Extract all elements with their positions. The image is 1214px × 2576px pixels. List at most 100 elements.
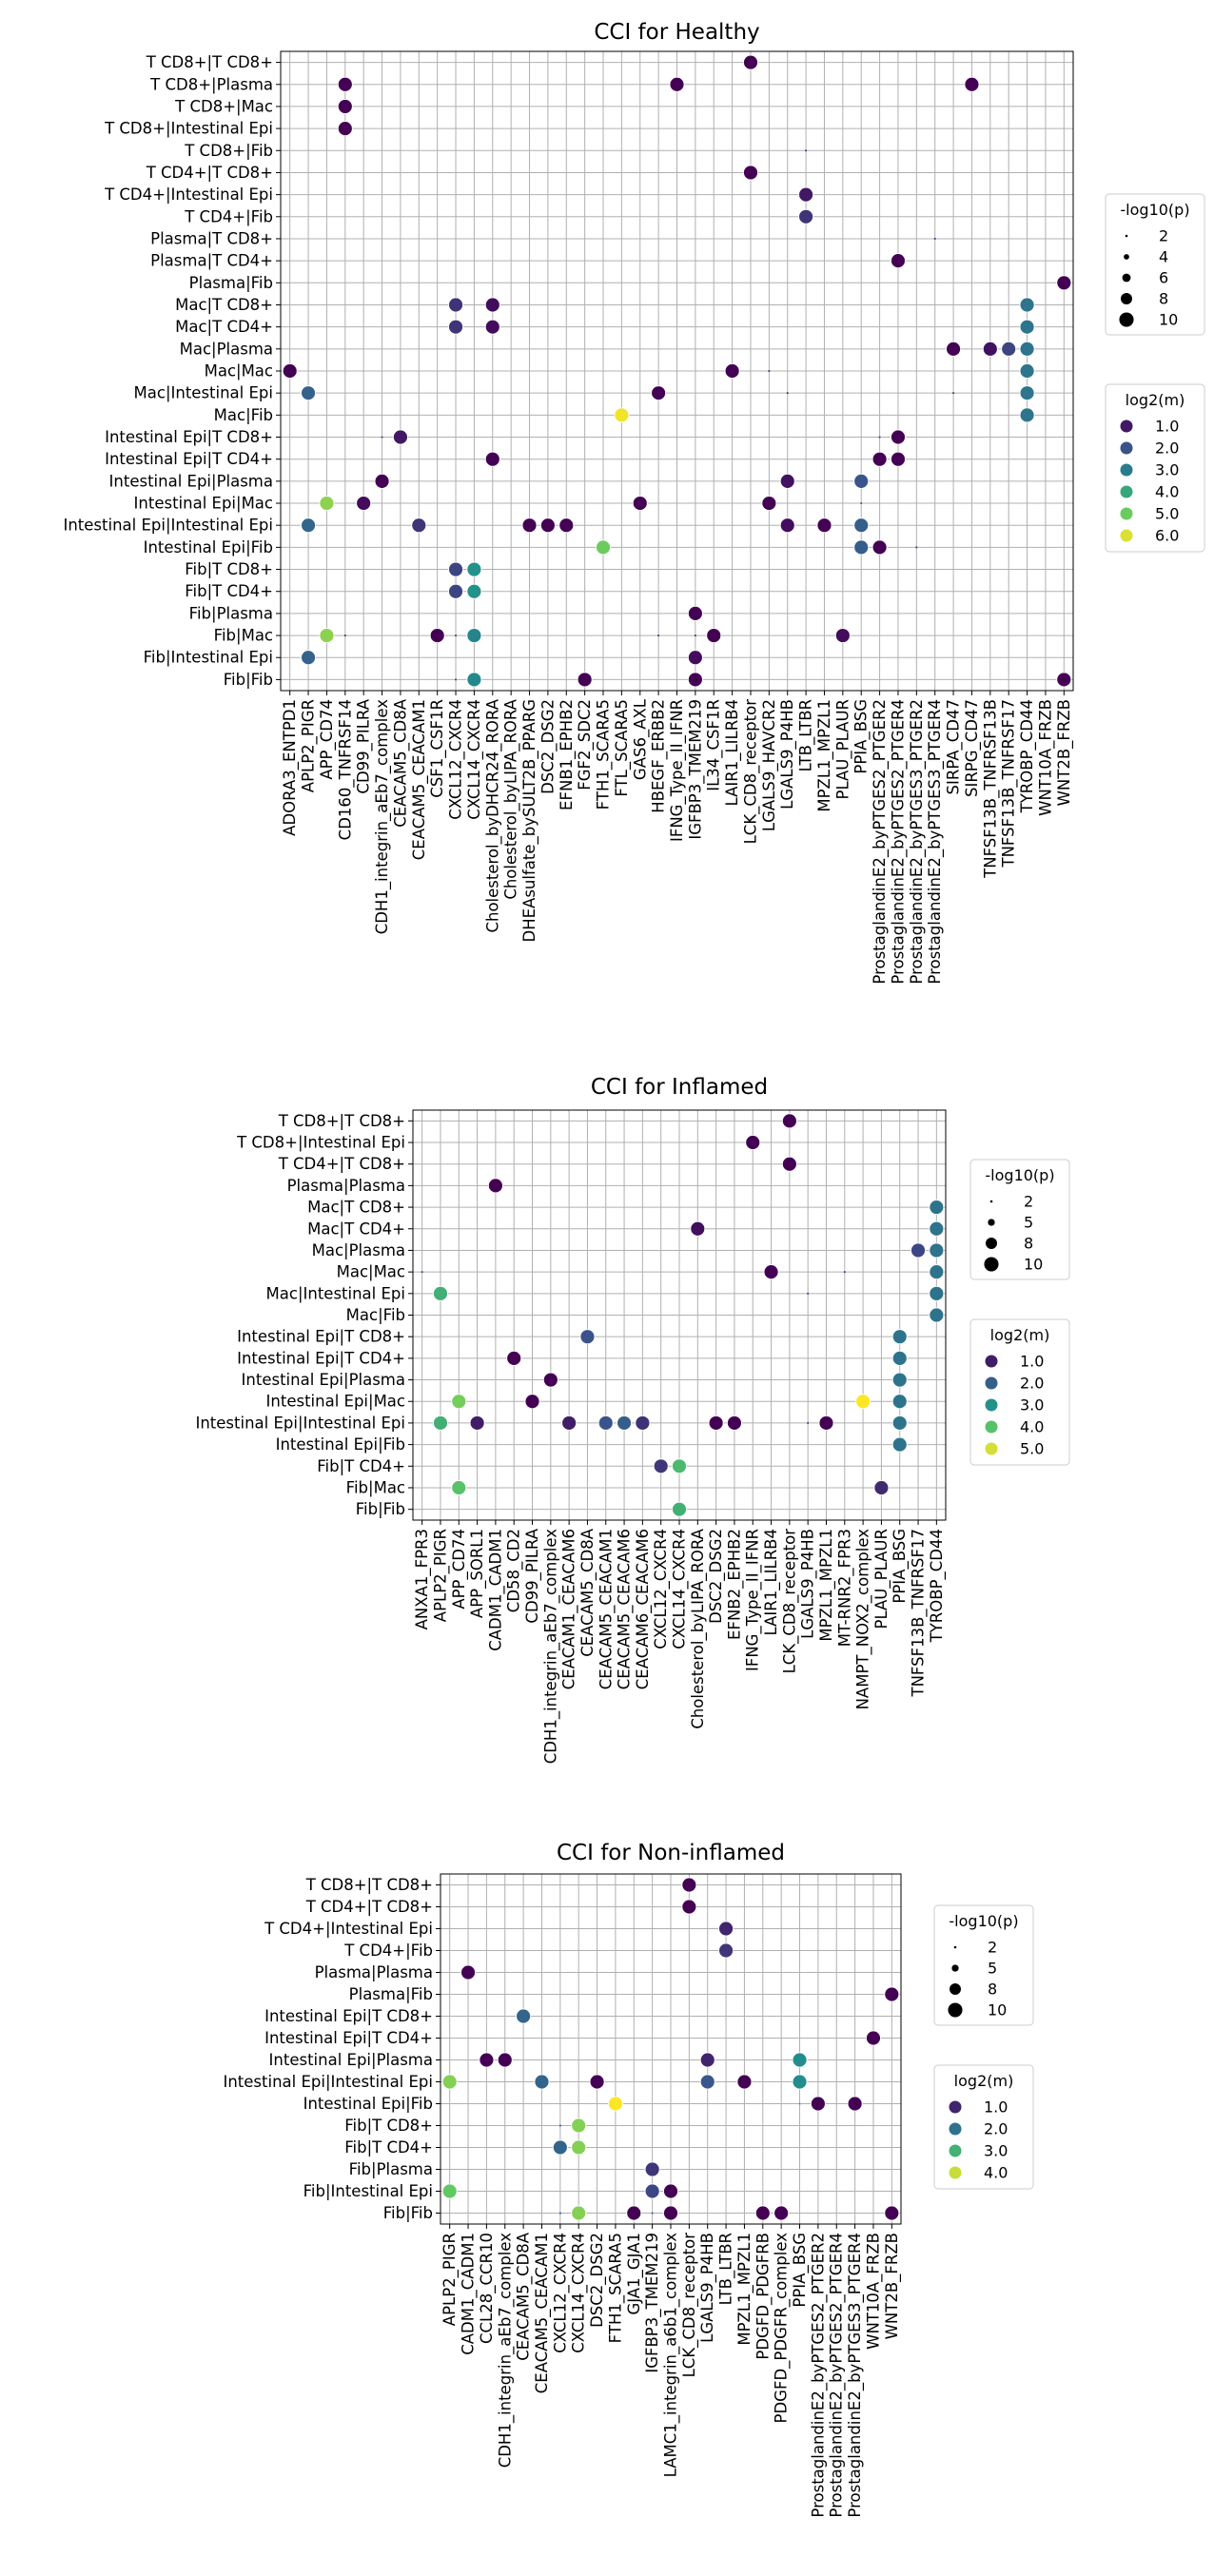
size-legend-marker: [1124, 254, 1129, 260]
y-tick-label: Intestinal Epi|Intestinal Epi: [63, 517, 273, 535]
grid: [413, 1110, 946, 1520]
data-point: [392, 429, 408, 445]
x-tick-label: CDH1_integrin_aEb7_complex: [541, 1529, 560, 1765]
grid: [441, 1874, 901, 2224]
data-point: [798, 2101, 802, 2105]
size-legend-marker: [1125, 234, 1128, 238]
color-legend-label: 1.0: [984, 2098, 1008, 2117]
data-point: [524, 1394, 540, 1410]
size-legend-marker: [1122, 273, 1131, 283]
x-tick-label: WNT2B_FRZB: [1055, 699, 1074, 806]
size-legend-marker: [1119, 312, 1134, 327]
data-point: [786, 391, 790, 395]
color-legend-label: 3.0: [1155, 461, 1179, 479]
data-point: [929, 1220, 945, 1237]
data-point: [441, 2074, 458, 2090]
y-tick-label: Intestinal Epi|Intestinal Epi: [195, 1414, 405, 1432]
data-point: [301, 517, 317, 534]
data-point: [319, 628, 335, 644]
data-point: [779, 517, 795, 534]
data-point: [951, 391, 955, 395]
data-point: [690, 1220, 706, 1237]
color-legend: log2(m) 1.0 2.0 3.0 4.0: [933, 2064, 1034, 2190]
color-legend-marker: [949, 2122, 962, 2136]
color-legend-marker: [949, 2166, 962, 2179]
data-point: [742, 165, 758, 181]
data-point: [454, 677, 458, 681]
data-point: [929, 1307, 945, 1323]
x-tick-label: FTH1_SCARA5: [606, 2233, 625, 2343]
data-point: [542, 1372, 558, 1388]
x-tick-label: CXCL12_CXCR4: [652, 1529, 671, 1649]
data-point: [663, 2205, 678, 2221]
y-tick-label: Intestinal Epi|T CD8+: [105, 428, 273, 446]
data-point: [558, 2123, 562, 2127]
size-legend-title: -log10(p): [1120, 201, 1189, 219]
y-tick-label: T CD8+|Plasma: [149, 75, 273, 93]
data-point: [816, 517, 832, 534]
data-point: [672, 1501, 687, 1517]
chart-1: CCI for Healthy T CD8+|T CD8+ T CD8+|Plasm…: [63, 20, 1205, 985]
x-tick-label: CSF1_CSF1R: [428, 699, 447, 798]
color-legend-marker: [1120, 485, 1133, 498]
x-tick-label: MT-RNR2_FPR3: [835, 1529, 854, 1647]
points: [282, 54, 1072, 688]
chart-title: CCI for Healthy: [594, 20, 759, 45]
x-tick-label: LAMC1_integrin_a6b1_complex: [662, 2233, 681, 2478]
data-point: [484, 319, 500, 335]
data-point: [891, 1436, 908, 1453]
data-point: [441, 2183, 458, 2199]
data-point: [534, 2074, 550, 2090]
x-tick-label: TYROBP_CD44: [928, 1529, 947, 1643]
y-tick-label: Fib|T CD4+: [317, 1457, 405, 1475]
color-legend-label: 4.0: [1155, 483, 1179, 501]
x-tick-label: CD99_PILRA: [355, 698, 374, 793]
color-legend-marker: [1120, 441, 1133, 455]
data-point: [644, 2183, 660, 2199]
size-legend-label: 10: [988, 2001, 1007, 2020]
data-point: [466, 583, 482, 599]
size-legend-marker: [948, 2002, 963, 2018]
x-tick-label: LGALS9_P4HB: [778, 699, 797, 810]
data-point: [779, 473, 795, 489]
y-tick-label: Fib|Plasma: [189, 604, 273, 622]
legend-frame: [933, 1904, 1034, 2026]
color-legend-marker: [1120, 463, 1133, 477]
x-tick-label: ProstaglandinE2_byPTGES3_PTGER2: [908, 699, 927, 985]
data-point: [597, 1415, 614, 1431]
data-point: [571, 2117, 587, 2134]
y-tick-label: Mac|Fib: [214, 406, 273, 424]
data-point: [356, 496, 372, 512]
y-tick-label: T CD4+|Fib: [184, 207, 273, 225]
size-legend: -log10(p) 2 4 6 8 10: [1105, 193, 1205, 336]
data-point: [853, 539, 870, 556]
x-tick-label: CXCL14_CXCR4: [671, 1529, 690, 1649]
color-legend-label: 1.0: [1155, 418, 1179, 436]
data-point: [571, 2139, 587, 2156]
data-point: [1019, 297, 1035, 313]
y-tick-label: Fib|T CD8+: [344, 2117, 433, 2135]
y-tick-label: Intestinal Epi|T CD8+: [264, 2007, 433, 2025]
data-point: [669, 76, 685, 92]
x-tick-label: ADORA3_ENTPD1: [281, 699, 300, 836]
x-tick-label: APP_CD74: [318, 699, 337, 780]
x-tick-label: IGFBP3_TMEM219: [643, 2233, 662, 2373]
x-tick-label: IL34_CSF1R: [705, 699, 724, 791]
color-legend-label: 4.0: [1020, 1418, 1044, 1436]
data-point: [929, 1285, 945, 1301]
x-tick-label: SIRPA_CD47: [945, 699, 964, 794]
data-point: [479, 2052, 495, 2068]
x-tick-label: SIRPG_CD47: [963, 699, 982, 797]
y-tick-label: Mac|Intestinal Epi: [134, 384, 273, 402]
y-tick-label: Plasma|T CD8+: [150, 229, 273, 247]
x-tick-label: CD58_CD2: [505, 1529, 524, 1612]
y-tick-label: Mac|Mac: [337, 1263, 405, 1281]
data-point: [614, 407, 630, 423]
data-point: [374, 473, 390, 489]
data-point: [767, 369, 771, 373]
y-tick-label: Mac|Intestinal Epi: [266, 1284, 405, 1302]
y-tick-label: Intestinal Epi|Fib: [304, 2095, 433, 2113]
x-tick-label: LCK_CD8_receptor: [780, 1529, 799, 1674]
data-point: [891, 1415, 908, 1431]
